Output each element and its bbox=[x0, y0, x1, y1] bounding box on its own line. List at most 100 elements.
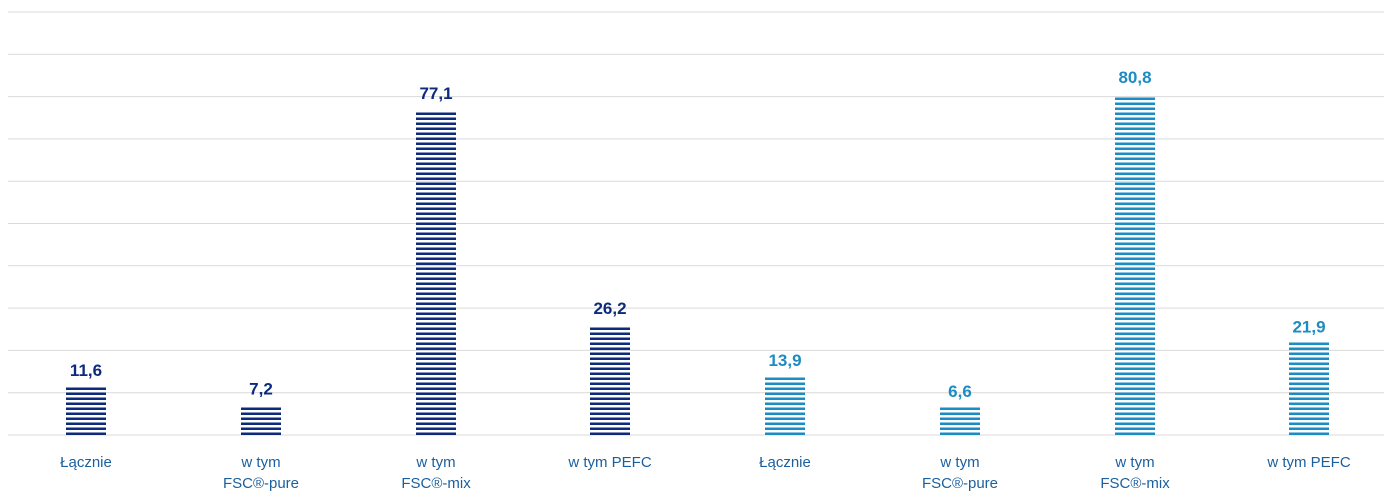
bar-stripe bbox=[416, 187, 456, 190]
bar-stripe bbox=[416, 322, 456, 325]
bar-stripe bbox=[1289, 347, 1329, 350]
bar-stripe bbox=[590, 417, 630, 420]
bar-stripe bbox=[416, 282, 456, 285]
bar bbox=[1289, 342, 1329, 435]
bar-stripe bbox=[1115, 147, 1155, 150]
bar-stripe bbox=[1115, 242, 1155, 245]
bar-stripe bbox=[66, 407, 106, 410]
bar-stripe bbox=[590, 427, 630, 430]
bar-stripe bbox=[66, 387, 106, 390]
bar-stripe bbox=[590, 382, 630, 385]
bar-stripe bbox=[66, 392, 106, 395]
bar-stripe bbox=[416, 137, 456, 140]
bar-stripe bbox=[416, 167, 456, 170]
bar-stripe bbox=[1115, 122, 1155, 125]
bar-stripe bbox=[1115, 152, 1155, 155]
bar-stripe bbox=[416, 192, 456, 195]
bar-stripe bbox=[416, 362, 456, 365]
bar-stripe bbox=[1289, 392, 1329, 395]
data-label: 21,9 bbox=[1292, 317, 1325, 336]
data-label: 6,6 bbox=[948, 382, 972, 401]
bar-stripe bbox=[416, 422, 456, 425]
bar-stripe bbox=[416, 247, 456, 250]
data-label: 13,9 bbox=[768, 351, 801, 370]
bar-stripe bbox=[416, 232, 456, 235]
bar-stripe bbox=[416, 277, 456, 280]
bar-stripe bbox=[1289, 382, 1329, 385]
bar-stripe bbox=[1115, 312, 1155, 315]
bar-stripe bbox=[765, 377, 805, 380]
bar-stripe bbox=[590, 362, 630, 365]
bar-stripe bbox=[416, 132, 456, 135]
bar-stripe bbox=[1115, 167, 1155, 170]
bar-stripe bbox=[1115, 292, 1155, 295]
bar bbox=[765, 377, 805, 435]
bar-stripe bbox=[1115, 417, 1155, 420]
bar-stripe bbox=[765, 422, 805, 425]
bar-stripe bbox=[765, 387, 805, 390]
bar-stripe bbox=[1115, 107, 1155, 110]
bar-stripe bbox=[590, 367, 630, 370]
bar-stripe bbox=[1115, 397, 1155, 400]
bar-stripe bbox=[416, 317, 456, 320]
bar-stripe bbox=[416, 312, 456, 315]
bar-stripe bbox=[1289, 342, 1329, 345]
bar-stripe bbox=[416, 397, 456, 400]
bar-stripe bbox=[416, 142, 456, 145]
bar-stripe bbox=[416, 342, 456, 345]
bar-stripe bbox=[1115, 357, 1155, 360]
bar-stripe bbox=[590, 397, 630, 400]
bar-stripe bbox=[416, 427, 456, 430]
category-label: w tym bbox=[240, 454, 280, 471]
bar-stripe bbox=[765, 427, 805, 430]
data-label: 26,2 bbox=[593, 299, 626, 318]
bar-stripe bbox=[1289, 367, 1329, 370]
bar-stripe bbox=[416, 227, 456, 230]
bar-stripe bbox=[1289, 422, 1329, 425]
bar-stripe bbox=[590, 412, 630, 415]
bar-stripe bbox=[1289, 377, 1329, 380]
category-label: w tym PEFC bbox=[1266, 454, 1351, 471]
bar-stripe bbox=[1115, 352, 1155, 355]
bar-stripe bbox=[416, 377, 456, 380]
bar-stripe bbox=[590, 327, 630, 330]
bar-stripe bbox=[66, 412, 106, 415]
bar-stripe bbox=[1115, 347, 1155, 350]
bar-stripe bbox=[1115, 182, 1155, 185]
bar-stripe bbox=[1289, 432, 1329, 435]
bar-stripe bbox=[416, 352, 456, 355]
bar-stripe bbox=[590, 432, 630, 435]
bar-stripe bbox=[416, 372, 456, 375]
bar-stripe bbox=[416, 412, 456, 415]
bar-stripe bbox=[1115, 297, 1155, 300]
bar-stripe bbox=[1115, 97, 1155, 100]
data-label: 77,1 bbox=[419, 84, 452, 103]
bar-stripe bbox=[1115, 282, 1155, 285]
bar-stripe bbox=[1115, 117, 1155, 120]
bar-stripe bbox=[66, 422, 106, 425]
bar-stripe bbox=[1115, 132, 1155, 135]
bar-stripe bbox=[940, 417, 980, 420]
bar-stripe bbox=[416, 347, 456, 350]
bar-stripe bbox=[1289, 387, 1329, 390]
bar-stripe bbox=[1289, 407, 1329, 410]
bar-stripe bbox=[590, 332, 630, 335]
bar-stripe bbox=[416, 172, 456, 175]
bar-stripe bbox=[590, 357, 630, 360]
gridlines bbox=[8, 11, 1384, 436]
bar-stripe bbox=[241, 417, 281, 420]
category-label: w tym bbox=[1114, 454, 1154, 471]
category-label: Łącznie bbox=[759, 454, 811, 471]
bar bbox=[66, 387, 106, 435]
bar-stripe bbox=[1115, 412, 1155, 415]
bar-stripe bbox=[416, 252, 456, 255]
bar-stripe bbox=[590, 392, 630, 395]
bar-stripe bbox=[1115, 367, 1155, 370]
category-label: Łącznie bbox=[60, 454, 112, 471]
bar-stripe bbox=[241, 407, 281, 410]
bar-stripe bbox=[1115, 102, 1155, 105]
bar-stripe bbox=[416, 122, 456, 125]
bar-stripe bbox=[1115, 267, 1155, 270]
bar-stripe bbox=[1115, 287, 1155, 290]
bar-stripe bbox=[66, 402, 106, 405]
